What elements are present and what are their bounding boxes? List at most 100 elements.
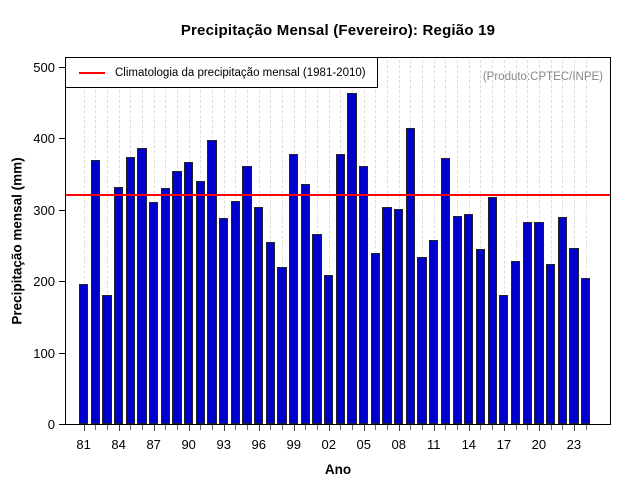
x-axis-tick: [422, 425, 424, 430]
y-axis-tick-label: 0: [47, 417, 55, 432]
x-axis-tick-label: 96: [251, 437, 266, 452]
y-axis-tick: [59, 209, 65, 211]
x-axis-tick-label: 81: [76, 437, 91, 452]
x-axis-tick-label: 17: [496, 437, 512, 452]
x-axis-tick-label: 05: [356, 437, 371, 452]
bar-2017: [499, 294, 509, 424]
bar-1991: [195, 180, 206, 424]
x-axis-tick-label: 87: [146, 437, 161, 452]
y-axis-tick-label: 400: [33, 131, 55, 146]
bar-1999: [289, 153, 299, 424]
bar-1982: [90, 160, 100, 424]
y-axis-tick: [59, 66, 65, 68]
x-axis-tick: [457, 425, 459, 430]
x-axis-tick: [527, 425, 529, 430]
bar-1989: [172, 170, 182, 424]
year-gridline: [480, 60, 482, 424]
legend-red-line-sample: [79, 71, 105, 74]
bar-2016: [487, 197, 497, 424]
bar-1996: [254, 207, 264, 424]
bar-1987: [149, 201, 159, 424]
bar-2014: [464, 213, 474, 424]
x-axis-tick-label: 90: [181, 437, 196, 452]
legend-label: Climatologia da precipitação mensal (198…: [115, 66, 366, 79]
x-axis-tick-label: 23: [566, 437, 582, 452]
y-axis-label: Precipitação mensal (mm): [9, 157, 25, 325]
bar-2005: [359, 165, 369, 424]
x-axis-tick: [410, 425, 412, 430]
y-axis-tick: [59, 424, 65, 425]
y-axis-tick: [59, 352, 65, 354]
bar-2020: [534, 221, 544, 424]
bar-2024: [580, 278, 591, 424]
bar-2023: [569, 248, 579, 424]
x-axis-tick: [468, 425, 470, 431]
x-axis-tick: [573, 425, 575, 431]
x-axis-tick: [247, 425, 249, 430]
x-axis-tick: [258, 425, 260, 431]
x-axis-tick: [550, 425, 552, 430]
x-axis-tick: [153, 425, 155, 431]
bar-2011: [429, 239, 439, 424]
bar-1985: [125, 156, 135, 424]
x-axis-tick: [142, 425, 143, 430]
x-axis-tick: [95, 425, 97, 430]
y-axis-tick: [59, 138, 65, 139]
bar-2021: [545, 263, 556, 424]
bar-2003: [335, 153, 346, 424]
x-axis-tick: [188, 425, 190, 431]
x-axis-tick-label: 08: [391, 437, 407, 452]
product-annotation: (Produto:CPTEC/INPE): [482, 71, 603, 83]
y-axis-tick-label: 300: [33, 202, 55, 218]
bar-2007: [382, 207, 392, 424]
bar-1981: [79, 283, 89, 424]
year-gridline: [375, 60, 377, 424]
x-axis-tick: [538, 425, 540, 431]
x-axis-tick: [375, 425, 377, 430]
x-axis-tick: [352, 425, 354, 430]
x-axis-tick: [270, 425, 272, 430]
x-axis-tick: [200, 425, 202, 430]
x-axis-tick: [293, 425, 295, 431]
bar-1993: [219, 218, 229, 424]
bar-2009: [405, 127, 416, 424]
bar-2000: [300, 184, 311, 424]
bar-2013: [452, 215, 462, 424]
bar-2008: [394, 208, 404, 424]
x-axis-label: Ano: [324, 462, 352, 477]
x-axis-tick: [165, 425, 167, 430]
x-axis-tick: [363, 425, 365, 431]
y-axis-tick-label: 100: [33, 345, 55, 361]
x-axis-tick-label: 99: [286, 437, 301, 452]
bar-1988: [160, 188, 170, 424]
year-gridline: [106, 60, 108, 424]
x-axis-tick: [305, 425, 307, 430]
x-axis-tick: [83, 425, 85, 431]
year-gridline: [573, 60, 575, 424]
year-gridline: [503, 60, 505, 424]
x-axis-tick: [223, 425, 225, 431]
x-axis-tick: [106, 425, 108, 430]
x-axis-tick: [118, 425, 120, 431]
climatology-line: [66, 194, 610, 197]
x-axis-tick: [340, 425, 342, 430]
y-axis-tick-label: 500: [33, 59, 55, 75]
bar-2019: [522, 222, 532, 424]
bar-2004: [347, 92, 357, 424]
bar-1983: [102, 295, 112, 424]
bar-1995: [242, 165, 252, 424]
year-gridline: [422, 60, 424, 424]
year-gridline: [270, 60, 272, 424]
bar-1990: [184, 162, 194, 424]
x-axis-tick: [212, 425, 214, 430]
x-axis-tick: [282, 425, 284, 430]
x-axis-tick: [503, 425, 505, 431]
y-axis-tick: [59, 281, 65, 282]
x-axis-tick: [445, 425, 447, 430]
bar-1984: [114, 186, 124, 424]
x-axis-tick-label: 11: [427, 437, 441, 452]
bar-2002: [324, 274, 334, 424]
bar-2022: [557, 216, 567, 424]
x-axis-tick: [515, 425, 517, 430]
x-axis-tick: [433, 425, 435, 431]
